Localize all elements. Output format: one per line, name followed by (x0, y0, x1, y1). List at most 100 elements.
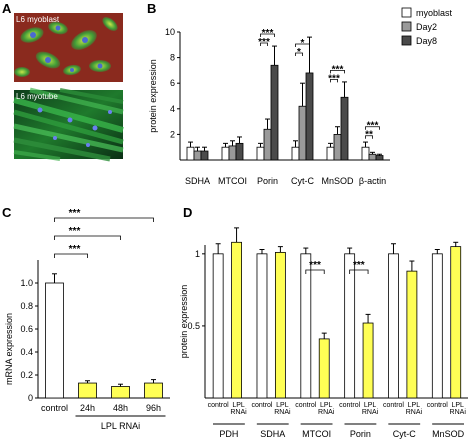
significance-bracket (330, 79, 338, 83)
x-tick-label: LPL (364, 402, 377, 409)
bar (144, 382, 163, 399)
y-tick-label: 0.4 (20, 347, 33, 357)
y-tick-label: 0 (28, 393, 33, 403)
significance-marker: *** (69, 244, 81, 255)
y-tick-label: 10 (165, 27, 175, 37)
significance-marker: *** (328, 73, 340, 84)
y-axis-title: protein expression (179, 285, 189, 359)
significance-marker: *** (353, 260, 365, 271)
x-tick-label: RNAi (362, 409, 379, 416)
bar (263, 128, 272, 161)
x-tick-label: LPL (232, 402, 245, 409)
bar (274, 251, 286, 399)
bar (228, 145, 237, 161)
bar (375, 155, 384, 161)
x-tick-label: 48h (113, 403, 128, 413)
legend-swatch (401, 35, 412, 46)
bar (344, 253, 356, 399)
bar (388, 253, 399, 399)
x-tick-label: control (208, 402, 229, 409)
x-tick-label: control (295, 402, 316, 409)
x-tick-label: RNAi (318, 409, 335, 416)
group-label: MnSOD (432, 429, 465, 439)
x-tick-label: control (251, 402, 272, 409)
significance-marker: ** (365, 130, 373, 141)
panel-label-a: A (2, 1, 12, 16)
y-axis-title: protein expression (148, 59, 158, 133)
chart-c: 0 0.2 0.4 0.6 0.8 1.0 mRNA expression control 24… (4, 208, 170, 431)
legend-label: Day2 (416, 22, 437, 32)
group-label: Cyt-C (393, 429, 416, 439)
bar (333, 133, 342, 161)
panel-label-b: B (147, 1, 156, 16)
micrograph-myotube: L6 myotube (13, 87, 124, 162)
significance-marker: *** (258, 37, 270, 48)
bar (235, 142, 244, 161)
bar (368, 153, 377, 161)
significance-marker: *** (69, 208, 81, 219)
bar (78, 382, 97, 399)
significance-marker: * (297, 47, 301, 58)
y-tick-label: 8 (170, 53, 175, 63)
legend-label: Day8 (416, 36, 437, 46)
bar (361, 146, 370, 161)
x-tick-label: 96h (146, 403, 161, 413)
bar (406, 270, 418, 399)
x-tick-label: control (41, 403, 68, 413)
y-tick-label: 6 (170, 78, 175, 88)
x-tick-label: RNAi (450, 409, 467, 416)
bar (362, 322, 374, 399)
y-tick-label: 0.8 (20, 301, 33, 311)
x-tick-label: MTCOI (218, 176, 247, 186)
panel-label-d: D (183, 205, 192, 220)
y-tick-label: 1 (195, 249, 200, 259)
y-tick-label: 2 (170, 129, 175, 139)
significance-bracket (330, 70, 345, 74)
bar (212, 253, 224, 399)
y-tick-label: 1.0 (20, 278, 33, 288)
bar (318, 338, 330, 399)
significance-bracket (54, 235, 121, 240)
significance-bracket (54, 217, 154, 222)
y-tick-label: 0.2 (20, 370, 33, 380)
significance-bracket (365, 135, 373, 139)
significance-bracket (295, 52, 303, 56)
micrograph-myoblast: L6 myoblast (14, 13, 123, 82)
bar (45, 282, 64, 399)
x-tick-label: control (339, 402, 360, 409)
x-tick-label: control (383, 402, 404, 409)
legend-swatch (401, 21, 412, 32)
x-tick-label: LPL (276, 402, 289, 409)
group-label: PDH (219, 429, 238, 439)
bar (431, 253, 443, 399)
y-axis-title: mRNA expression (4, 313, 14, 385)
significance-marker: *** (332, 64, 344, 75)
y-tick-label: 0.5 (187, 321, 200, 331)
x-tick-label: LPL (451, 402, 464, 409)
panel-label-c: C (2, 205, 12, 220)
group-label: Porin (350, 429, 371, 439)
bar (200, 150, 209, 161)
group-label: MTCOI (302, 429, 331, 439)
x-tick-label: β-actin (359, 176, 386, 186)
significance-marker: * (301, 38, 305, 49)
bar (231, 241, 242, 399)
bar (450, 246, 462, 399)
x-tick-label: 24h (80, 403, 95, 413)
bar (193, 150, 202, 161)
x-tick-label: RNAi (274, 409, 291, 416)
y-tick-label: 0.6 (20, 324, 33, 334)
bar (111, 386, 130, 399)
x-tick-label: MnSOD (321, 176, 354, 186)
significance-marker: *** (367, 121, 379, 132)
significance-bracket (260, 42, 268, 46)
bar (186, 146, 195, 161)
chart-b: 2 4 6 8 10 protein expression SDHA MTCOI Porin Cy… (148, 7, 453, 186)
x-tick-label: control (427, 402, 448, 409)
bar (326, 146, 335, 161)
bar (270, 64, 279, 161)
significance-bracket (305, 269, 325, 274)
x-tick-label: SDHA (185, 176, 210, 186)
significance-bracket (54, 253, 88, 258)
